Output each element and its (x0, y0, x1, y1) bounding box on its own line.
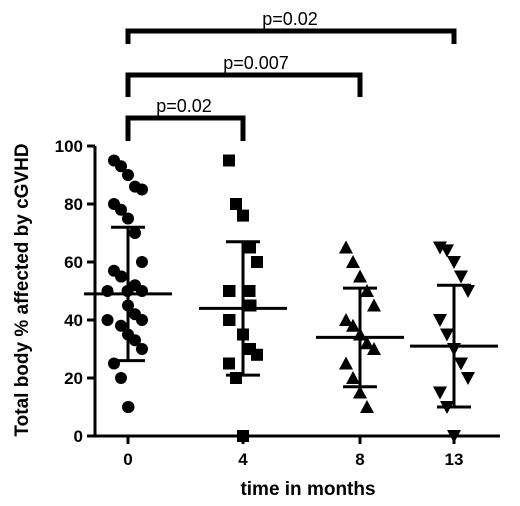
data-point-8 (360, 400, 374, 413)
data-point-8 (339, 356, 353, 370)
data-point-0 (129, 227, 141, 239)
error-bars (84, 225, 498, 409)
data-point-4 (243, 285, 256, 297)
data-point-4 (223, 285, 236, 297)
data-point-4 (251, 348, 263, 361)
data-point-13 (440, 244, 454, 258)
data-point-8 (360, 284, 374, 297)
data-point-4 (244, 241, 256, 254)
data-point-0 (136, 256, 148, 268)
data-point-4 (237, 209, 249, 222)
data-point-4 (230, 198, 242, 210)
y-tick-label: 40 (64, 311, 83, 330)
data-point-4 (237, 430, 249, 442)
data-point-8 (339, 240, 353, 254)
data-point-0 (101, 314, 114, 326)
data-point-0 (129, 334, 141, 347)
comparison-bracket (125, 28, 457, 44)
y-tick-label: 0 (74, 427, 83, 446)
data-point-0 (122, 212, 134, 225)
data-point-0 (115, 319, 127, 332)
p-value-label: p=0.007 (223, 53, 289, 73)
p-value-label: p=0.02 (156, 96, 212, 116)
y-tick-label: 80 (64, 195, 83, 214)
data-point-4 (223, 154, 235, 167)
data-point-0 (122, 169, 134, 181)
y-tick-label: 20 (64, 369, 83, 388)
data-point-13 (447, 430, 461, 443)
y-axis: 0 20 40 60 80 100 (55, 137, 97, 446)
data-point-0 (136, 314, 148, 326)
p-value-label: p=0.02 (262, 9, 318, 29)
data-point-0 (115, 270, 128, 283)
x-tick-label: 0 (123, 450, 132, 469)
data-point-0 (115, 160, 127, 173)
data-point-8 (346, 371, 360, 384)
comparison-bracket (125, 72, 363, 97)
data-point-13 (440, 328, 454, 342)
x-axis: 0 4 8 13 (94, 434, 500, 469)
data-point-13 (454, 357, 468, 371)
y-tick-label: 60 (64, 253, 83, 272)
y-axis-label: Total body % affected by cGVHD (12, 143, 33, 436)
data-point-4 (223, 357, 235, 370)
data-point-13 (461, 285, 475, 298)
data-point-8 (346, 255, 360, 268)
data-point-8 (367, 298, 381, 312)
data-point-8 (353, 269, 367, 283)
data-point-0 (136, 183, 148, 196)
data-point-8 (339, 313, 353, 326)
data-point-8 (346, 318, 360, 332)
data-point-8 (353, 385, 367, 399)
data-point-0 (136, 343, 148, 355)
data-point-13 (433, 386, 447, 400)
comparison-bracket (125, 115, 246, 141)
data-point-4 (251, 256, 263, 268)
x-tick-label: 4 (238, 450, 248, 469)
data-point-13 (454, 270, 468, 284)
x-axis-label: time in months (240, 479, 375, 500)
y-tick-label: 100 (55, 137, 83, 156)
data-point-4 (223, 314, 236, 326)
data-point-0 (115, 203, 127, 216)
data-point-13 (461, 372, 475, 385)
data-point-13 (447, 256, 461, 269)
x-tick-label: 8 (355, 450, 364, 469)
data-point-13 (433, 314, 447, 327)
data-point-8 (360, 336, 374, 350)
data-points (101, 154, 475, 443)
data-point-8 (367, 342, 381, 355)
comparison-brackets: p=0.02 p=0.007 p=0.02 (125, 9, 457, 141)
x-tick-label: 13 (445, 450, 464, 469)
data-point-0 (115, 372, 127, 384)
data-point-0 (122, 401, 135, 413)
